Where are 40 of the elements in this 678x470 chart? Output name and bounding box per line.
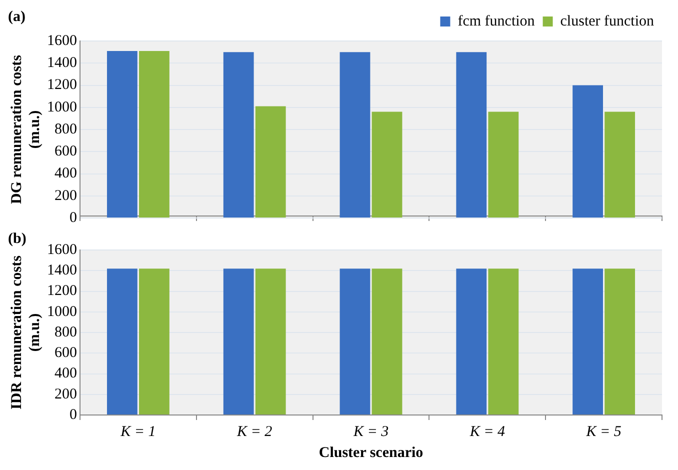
x-axis-title: Cluster scenario xyxy=(318,444,424,461)
y-tick-label: 1400 xyxy=(47,262,77,279)
bar xyxy=(255,106,286,218)
bar xyxy=(488,112,519,218)
y-tick-label: 0 xyxy=(70,210,77,226)
x-tick-label: K = 2 xyxy=(236,424,273,440)
y-tick-label: 600 xyxy=(54,345,77,362)
y-tick-label: 1600 xyxy=(47,32,77,49)
chart-title: (b) xyxy=(8,230,26,247)
bar xyxy=(572,85,603,218)
bar xyxy=(223,52,254,218)
x-tick-label: K = 4 xyxy=(468,424,506,440)
x-tick-label: K = 5 xyxy=(585,424,622,440)
y-tick-label: 1000 xyxy=(47,304,77,320)
bar xyxy=(372,112,402,218)
y-tick-label: 400 xyxy=(54,166,77,182)
y-axis-title: IDR remuneration costs (m.u.) xyxy=(8,255,43,410)
y-tick-label: 800 xyxy=(54,324,77,340)
y-tick-label: 1600 xyxy=(47,242,77,258)
y-tick-label: 800 xyxy=(54,121,77,138)
y-tick-label: 200 xyxy=(54,386,77,402)
y-tick-label: 1200 xyxy=(47,77,77,94)
x-tick-label: K = 3 xyxy=(352,424,389,440)
y-tick-label: 1200 xyxy=(47,283,77,300)
y-tick-label: 0 xyxy=(70,406,77,423)
y-tick-label: 1400 xyxy=(47,55,77,72)
bar xyxy=(604,112,636,218)
y-tick-label: 400 xyxy=(54,366,77,382)
bar xyxy=(456,52,487,218)
y-tick-label: 600 xyxy=(54,144,77,160)
y-axis-title: DG remuneration costs (m.u.) xyxy=(8,54,43,204)
legend-label: fcm function xyxy=(458,13,536,30)
y-tick-label: 1000 xyxy=(47,99,77,116)
y-tick-label: 200 xyxy=(54,188,77,204)
bar xyxy=(340,52,370,218)
bar xyxy=(139,50,170,218)
x-tick-label: K = 1 xyxy=(120,424,156,440)
chart-title: (a) xyxy=(8,8,26,25)
bar xyxy=(106,50,138,218)
legend-label: cluster function xyxy=(560,13,654,30)
